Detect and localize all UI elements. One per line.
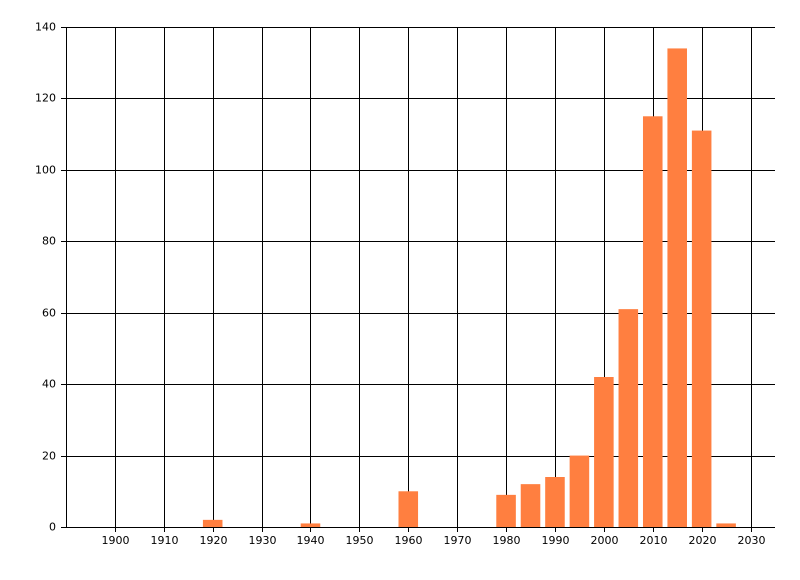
bar xyxy=(202,519,223,527)
x-tick-label: 2030 xyxy=(738,534,766,547)
x-tick-label: 2000 xyxy=(591,534,619,547)
bar xyxy=(398,491,419,527)
x-tick-label: 1980 xyxy=(493,534,521,547)
bar xyxy=(569,455,590,527)
x-tick-label: 1940 xyxy=(297,534,325,547)
x-tick-label: 1920 xyxy=(200,534,228,547)
y-tick-label: 20 xyxy=(42,450,56,463)
x-tick-label: 1960 xyxy=(395,534,423,547)
bar xyxy=(594,377,614,527)
y-tick-label: 0 xyxy=(49,521,56,534)
y-tick-label: 100 xyxy=(35,164,56,177)
x-tick-label: 2010 xyxy=(640,534,668,547)
y-tick-label: 80 xyxy=(42,235,56,248)
y-tick-label: 140 xyxy=(35,21,56,34)
bar xyxy=(520,484,541,527)
bar xyxy=(691,130,712,528)
bar xyxy=(300,523,321,527)
x-tick-label: 1990 xyxy=(542,534,570,547)
x-tick-label: 1910 xyxy=(151,534,179,547)
x-tick-label: 1950 xyxy=(346,534,374,547)
bar xyxy=(496,494,516,527)
x-tick-label: 1930 xyxy=(249,534,277,547)
x-tick-label: 2020 xyxy=(689,534,717,547)
y-tick-label: 40 xyxy=(42,378,56,391)
y-tick-label: 60 xyxy=(42,307,56,320)
bar xyxy=(618,309,639,527)
x-tick-label: 1970 xyxy=(444,534,472,547)
bar xyxy=(642,116,663,528)
bar xyxy=(716,523,736,527)
bar xyxy=(545,477,565,527)
y-tick-label: 120 xyxy=(35,92,56,105)
bar xyxy=(667,48,687,528)
x-tick-label: 1900 xyxy=(102,534,130,547)
